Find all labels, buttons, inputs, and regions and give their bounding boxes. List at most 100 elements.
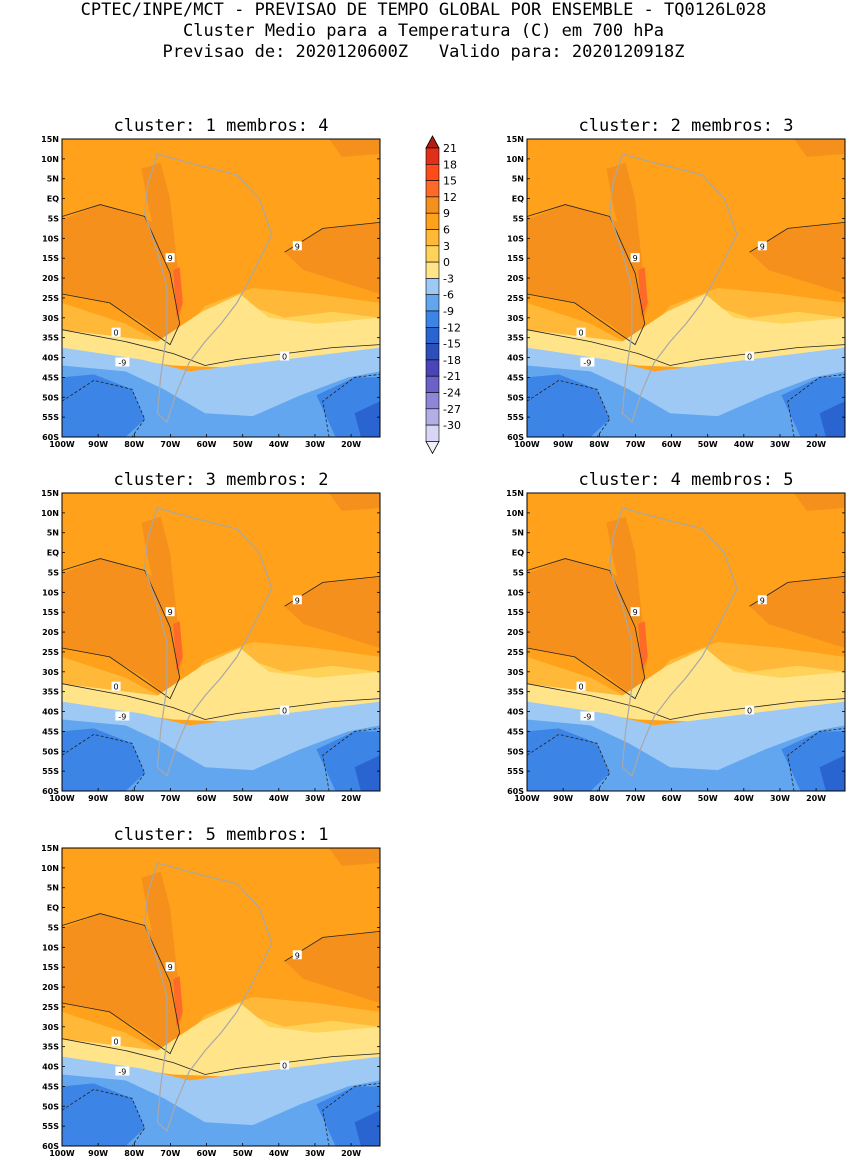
lat-tick-label: 5S [48, 923, 60, 932]
contour-label: 9 [633, 254, 638, 263]
lat-tick-label: 15N [41, 489, 59, 498]
lat-tick-label: 35S [507, 688, 524, 697]
contour-label-bg [292, 950, 302, 960]
lat-tick-label: 55S [42, 767, 59, 776]
lat-tick-label: EQ [512, 195, 524, 204]
lat-tick-label: 50S [507, 393, 524, 402]
lon-tick-label: 40W [734, 794, 754, 803]
lat-tick-label: 10N [41, 864, 59, 873]
contour-label: 9 [760, 242, 765, 251]
lat-tick-label: 30S [507, 668, 524, 677]
lon-tick-label: 50W [698, 794, 718, 803]
colorbar-swatch [425, 408, 440, 426]
colorbar-swatch [425, 261, 440, 279]
contour-label: -9 [118, 359, 126, 368]
contour-label: 0 [579, 329, 584, 338]
lat-tick-label: 5N [47, 175, 59, 184]
contour-label-bg [111, 1036, 121, 1046]
contour-label-bg [580, 711, 595, 721]
colorbar-tick-label: 0 [443, 256, 450, 269]
lat-tick-label: 55S [507, 413, 524, 422]
lon-tick-label: 70W [625, 440, 645, 449]
colorbar-swatch [425, 375, 440, 393]
lat-tick-label: 25S [507, 294, 524, 303]
colorbar-bottom-arrow [425, 441, 440, 455]
lat-tick-label: 15N [506, 489, 524, 498]
lat-tick-label: 30S [507, 314, 524, 323]
colorbar-swatch [425, 278, 440, 295]
lat-tick-label: 60S [42, 787, 59, 796]
colorbar-tick-label: -9 [443, 305, 454, 318]
lat-tick-label: 10S [507, 588, 524, 597]
lat-tick-label: 5S [48, 568, 60, 577]
lat-tick-label: 5S [513, 214, 525, 223]
lon-tick-label: 90W [88, 794, 108, 803]
colorbar-tick-label: -24 [443, 387, 461, 400]
colorbar-tick-label: 12 [443, 191, 457, 204]
contour-label-bg [757, 241, 767, 251]
contour-label: 9 [760, 596, 765, 605]
lat-tick-label: 10N [41, 509, 59, 518]
lat-tick-label: 60S [42, 1142, 59, 1151]
map-frame [61, 138, 381, 438]
contour-label-bg [165, 607, 175, 617]
lon-tick-label: 40W [269, 1149, 289, 1157]
lon-tick-label: 30W [305, 794, 325, 803]
lat-tick-label: 55S [42, 1122, 59, 1131]
lat-tick-label: 30S [42, 1023, 59, 1032]
contour-label-bg [580, 357, 595, 367]
panel-title: cluster: 4 membros: 5 [579, 470, 794, 490]
panel-title: cluster: 2 membros: 3 [579, 116, 794, 136]
colorbar-swatch [425, 147, 440, 165]
lon-tick-label: 30W [770, 794, 790, 803]
colorbar-tick-label: 9 [443, 207, 450, 220]
lon-tick-label: 100W [49, 440, 75, 449]
lat-tick-label: 20S [507, 628, 524, 637]
colorbar-tick-label: -30 [443, 419, 461, 432]
lat-tick-label: 50S [42, 393, 59, 402]
lon-tick-label: 30W [770, 440, 790, 449]
lat-tick-label: 20S [507, 274, 524, 283]
contour-label-bg [115, 1066, 130, 1076]
contour-label: 9 [168, 254, 173, 263]
map-panel-4: 0 0 -9 9 9 cluster: 4 membros: 5 15N 10N 5N EQ 5S 1… [506, 470, 846, 803]
lat-tick-label: 25S [42, 648, 59, 657]
contour-label-bg [576, 327, 586, 337]
lon-tick-label: 40W [269, 794, 289, 803]
lon-tick-label: 70W [160, 1149, 180, 1157]
colorbar-swatch [425, 245, 440, 263]
lon-tick-label: 90W [88, 440, 108, 449]
colorbar-tick-label: -21 [443, 370, 461, 383]
colorbar-swatch [425, 424, 440, 442]
lat-tick-label: 5S [48, 214, 60, 223]
lat-tick-label: 40S [42, 1063, 59, 1072]
colorbar-swatch [425, 392, 440, 410]
lon-tick-label: 20W [806, 794, 826, 803]
lon-tick-label: 30W [305, 1149, 325, 1157]
lon-tick-label: 60W [197, 1149, 217, 1157]
lat-tick-label: 20S [42, 628, 59, 637]
lon-tick-label: 50W [698, 440, 718, 449]
lat-tick-label: 5S [513, 568, 525, 577]
lat-tick-label: EQ [47, 195, 59, 204]
lat-tick-label: 35S [42, 334, 59, 343]
contour-label-bg [165, 962, 175, 972]
lat-tick-label: EQ [512, 549, 524, 558]
contour-label: -9 [583, 713, 591, 722]
lat-tick-label: 15S [507, 608, 524, 617]
lat-tick-label: 15N [41, 135, 59, 144]
lat-tick-label: 10N [506, 155, 524, 164]
map-panel-3: 0 0 -9 9 9 cluster: 3 membros: 2 15N 10N 5N EQ 5S 1… [41, 470, 381, 803]
lat-tick-label: 45S [42, 727, 59, 736]
contour-label-bg [630, 253, 640, 263]
contour-label-bg [115, 357, 130, 367]
lat-tick-label: 10S [42, 234, 59, 243]
map-panel-5: 0 0 -9 9 9 cluster: 5 membros: 1 15N 10N 5N EQ 5S 1… [41, 825, 381, 1157]
lon-tick-label: 70W [625, 794, 645, 803]
title-line-2: Cluster Medio para a Temperatura (C) em … [182, 21, 665, 41]
colorbar-swatch [425, 164, 440, 181]
colorbar-tick-label: -15 [443, 338, 461, 351]
colorbar-swatch [425, 343, 440, 361]
lat-tick-label: 45S [507, 727, 524, 736]
lat-tick-label: 10N [506, 509, 524, 518]
